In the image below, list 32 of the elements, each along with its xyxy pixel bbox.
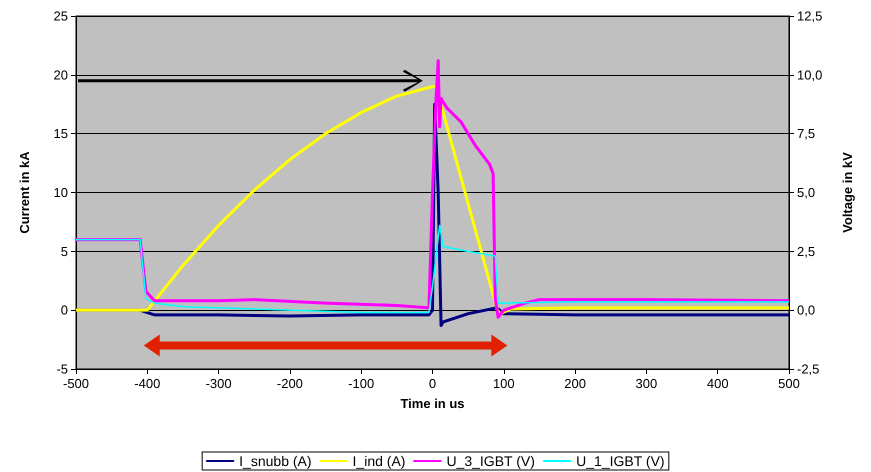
- y2-tick-label: 7,5: [797, 126, 816, 142]
- y-tick-label: 15: [54, 126, 68, 142]
- y2-tick-label: 12,5: [797, 8, 822, 24]
- x-tick-label: 500: [778, 376, 800, 391]
- y-tick-label: 25: [54, 8, 68, 24]
- x-tick-label: 400: [706, 376, 729, 391]
- x-tick-label: -500: [62, 376, 90, 391]
- y-tick-label: 0: [60, 302, 68, 318]
- legend-label: I_ind (A): [352, 453, 406, 469]
- x-axis-title: Time in us: [400, 396, 465, 411]
- y2-tick-label: 5,0: [797, 185, 816, 200]
- y-tick-label: 5: [60, 244, 68, 259]
- x-tick-label: 100: [492, 376, 515, 391]
- legend-label: I_snubb (A): [239, 453, 312, 469]
- y-tick-label: 10: [54, 185, 68, 200]
- y-tick-label: -5: [56, 362, 68, 376]
- y-tick-label: 20: [54, 67, 68, 82]
- y2-tick-label: 2,5: [797, 244, 816, 259]
- x-tick-label: 0: [428, 376, 436, 391]
- y-axis-title: Current in kA: [17, 150, 32, 234]
- y2-tick-label: -2,5: [797, 362, 820, 376]
- y2-axis-title: Voltage in kV: [840, 152, 855, 233]
- legend-label: U_1_IGBT (V): [576, 453, 665, 469]
- y2-tick-label: 0,0: [797, 302, 816, 318]
- x-tick-label: 300: [636, 376, 658, 391]
- x-tick-label: 200: [564, 376, 586, 391]
- x-tick-label: -400: [134, 376, 160, 391]
- legend-label: U_3_IGBT (V): [446, 453, 535, 469]
- x-tick-label: -300: [206, 376, 232, 391]
- x-tick-label: -200: [276, 376, 303, 391]
- x-tick-label: -100: [348, 376, 374, 391]
- y2-tick-label: 10,0: [797, 67, 822, 82]
